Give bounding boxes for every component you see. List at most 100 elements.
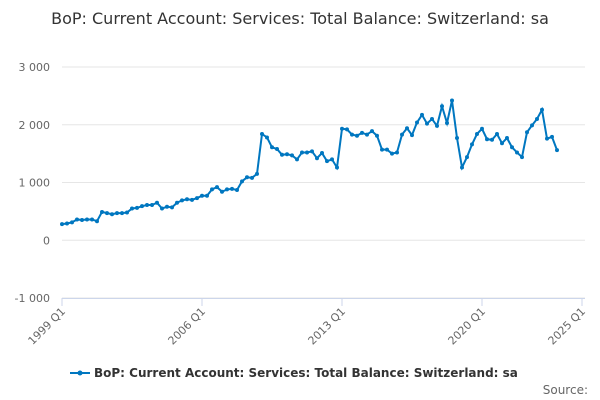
data-point xyxy=(340,126,344,131)
data-point xyxy=(280,152,284,157)
data-point xyxy=(255,171,259,176)
data-point xyxy=(235,188,239,193)
data-point xyxy=(360,130,364,135)
data-point xyxy=(225,187,229,192)
data-point xyxy=(185,197,189,202)
data-point xyxy=(425,121,429,126)
data-point xyxy=(325,159,329,164)
chart-title: BoP: Current Account: Services: Total Ba… xyxy=(51,9,549,28)
data-point xyxy=(465,155,469,160)
data-point xyxy=(470,142,474,147)
data-point xyxy=(450,98,454,103)
data-point xyxy=(510,145,514,150)
data-point xyxy=(65,221,69,226)
data-point xyxy=(535,116,539,121)
data-point xyxy=(80,218,84,223)
data-point xyxy=(305,150,309,155)
data-point xyxy=(300,150,304,155)
data-point xyxy=(90,217,94,222)
data-point xyxy=(205,193,209,198)
data-point xyxy=(245,175,249,180)
data-point xyxy=(100,209,104,214)
data-point xyxy=(500,141,504,146)
data-point xyxy=(250,175,254,180)
data-point xyxy=(230,186,234,191)
x-tick-label: 2025 Q1 xyxy=(546,305,589,348)
data-point xyxy=(370,129,374,134)
data-point xyxy=(540,107,544,112)
data-point xyxy=(440,104,444,109)
y-tick-label: 2 000 xyxy=(19,119,51,132)
data-point xyxy=(265,135,269,140)
data-point xyxy=(345,127,349,132)
data-point xyxy=(275,147,279,152)
data-point xyxy=(410,133,414,138)
y-tick-label: 3 000 xyxy=(19,61,51,74)
data-point xyxy=(355,133,359,138)
data-point xyxy=(455,136,459,141)
legend-label: BoP: Current Account: Services: Total Ba… xyxy=(94,366,518,380)
data-point xyxy=(385,147,389,152)
data-point xyxy=(155,200,159,205)
data-point xyxy=(60,222,64,227)
data-point xyxy=(365,132,369,137)
data-point xyxy=(375,133,379,138)
data-point xyxy=(445,121,449,126)
data-point xyxy=(195,196,199,201)
data-point xyxy=(505,136,509,141)
data-point xyxy=(415,120,419,125)
data-point xyxy=(490,137,494,142)
data-point xyxy=(70,220,74,225)
data-point xyxy=(105,211,109,216)
x-tick-label: 2020 Q1 xyxy=(446,305,489,348)
data-point xyxy=(150,203,154,208)
data-point xyxy=(140,204,144,209)
data-point xyxy=(380,147,384,152)
data-point xyxy=(115,211,119,216)
x-tick-label: 1999 Q1 xyxy=(26,305,69,348)
data-point xyxy=(320,151,324,156)
data-point xyxy=(525,130,529,135)
data-point xyxy=(395,150,399,155)
data-point xyxy=(130,206,134,211)
data-point xyxy=(405,126,409,131)
data-point xyxy=(260,131,264,136)
data-point xyxy=(240,179,244,184)
data-point xyxy=(295,157,299,162)
data-point xyxy=(315,156,319,161)
data-point xyxy=(330,157,334,162)
data-point xyxy=(530,123,534,128)
data-point xyxy=(220,189,224,194)
data-point xyxy=(145,203,149,208)
y-tick-label: -1 000 xyxy=(15,292,50,305)
data-point xyxy=(420,112,424,117)
data-point xyxy=(270,145,274,150)
data-point xyxy=(350,132,354,137)
data-point xyxy=(125,210,129,215)
data-point xyxy=(200,193,204,198)
data-point xyxy=(210,187,214,192)
data-point xyxy=(170,205,174,210)
data-point xyxy=(290,153,294,158)
legend[interactable]: BoP: Current Account: Services: Total Ba… xyxy=(70,366,518,380)
data-point xyxy=(430,116,434,121)
data-point xyxy=(520,155,524,160)
legend-line-icon xyxy=(70,370,90,376)
data-point xyxy=(310,149,314,154)
data-point xyxy=(190,197,194,202)
data-point xyxy=(85,217,89,222)
data-point xyxy=(285,152,289,157)
data-point xyxy=(485,137,489,142)
y-tick-label: 1 000 xyxy=(19,177,51,190)
data-point xyxy=(545,136,549,141)
x-tick-label: 2013 Q1 xyxy=(306,305,349,348)
data-point xyxy=(120,211,124,216)
data-point xyxy=(180,198,184,203)
data-point xyxy=(555,148,559,153)
data-point xyxy=(480,126,484,131)
data-point xyxy=(135,205,139,210)
data-point xyxy=(515,150,519,155)
data-point xyxy=(550,134,554,139)
data-point xyxy=(175,200,179,205)
